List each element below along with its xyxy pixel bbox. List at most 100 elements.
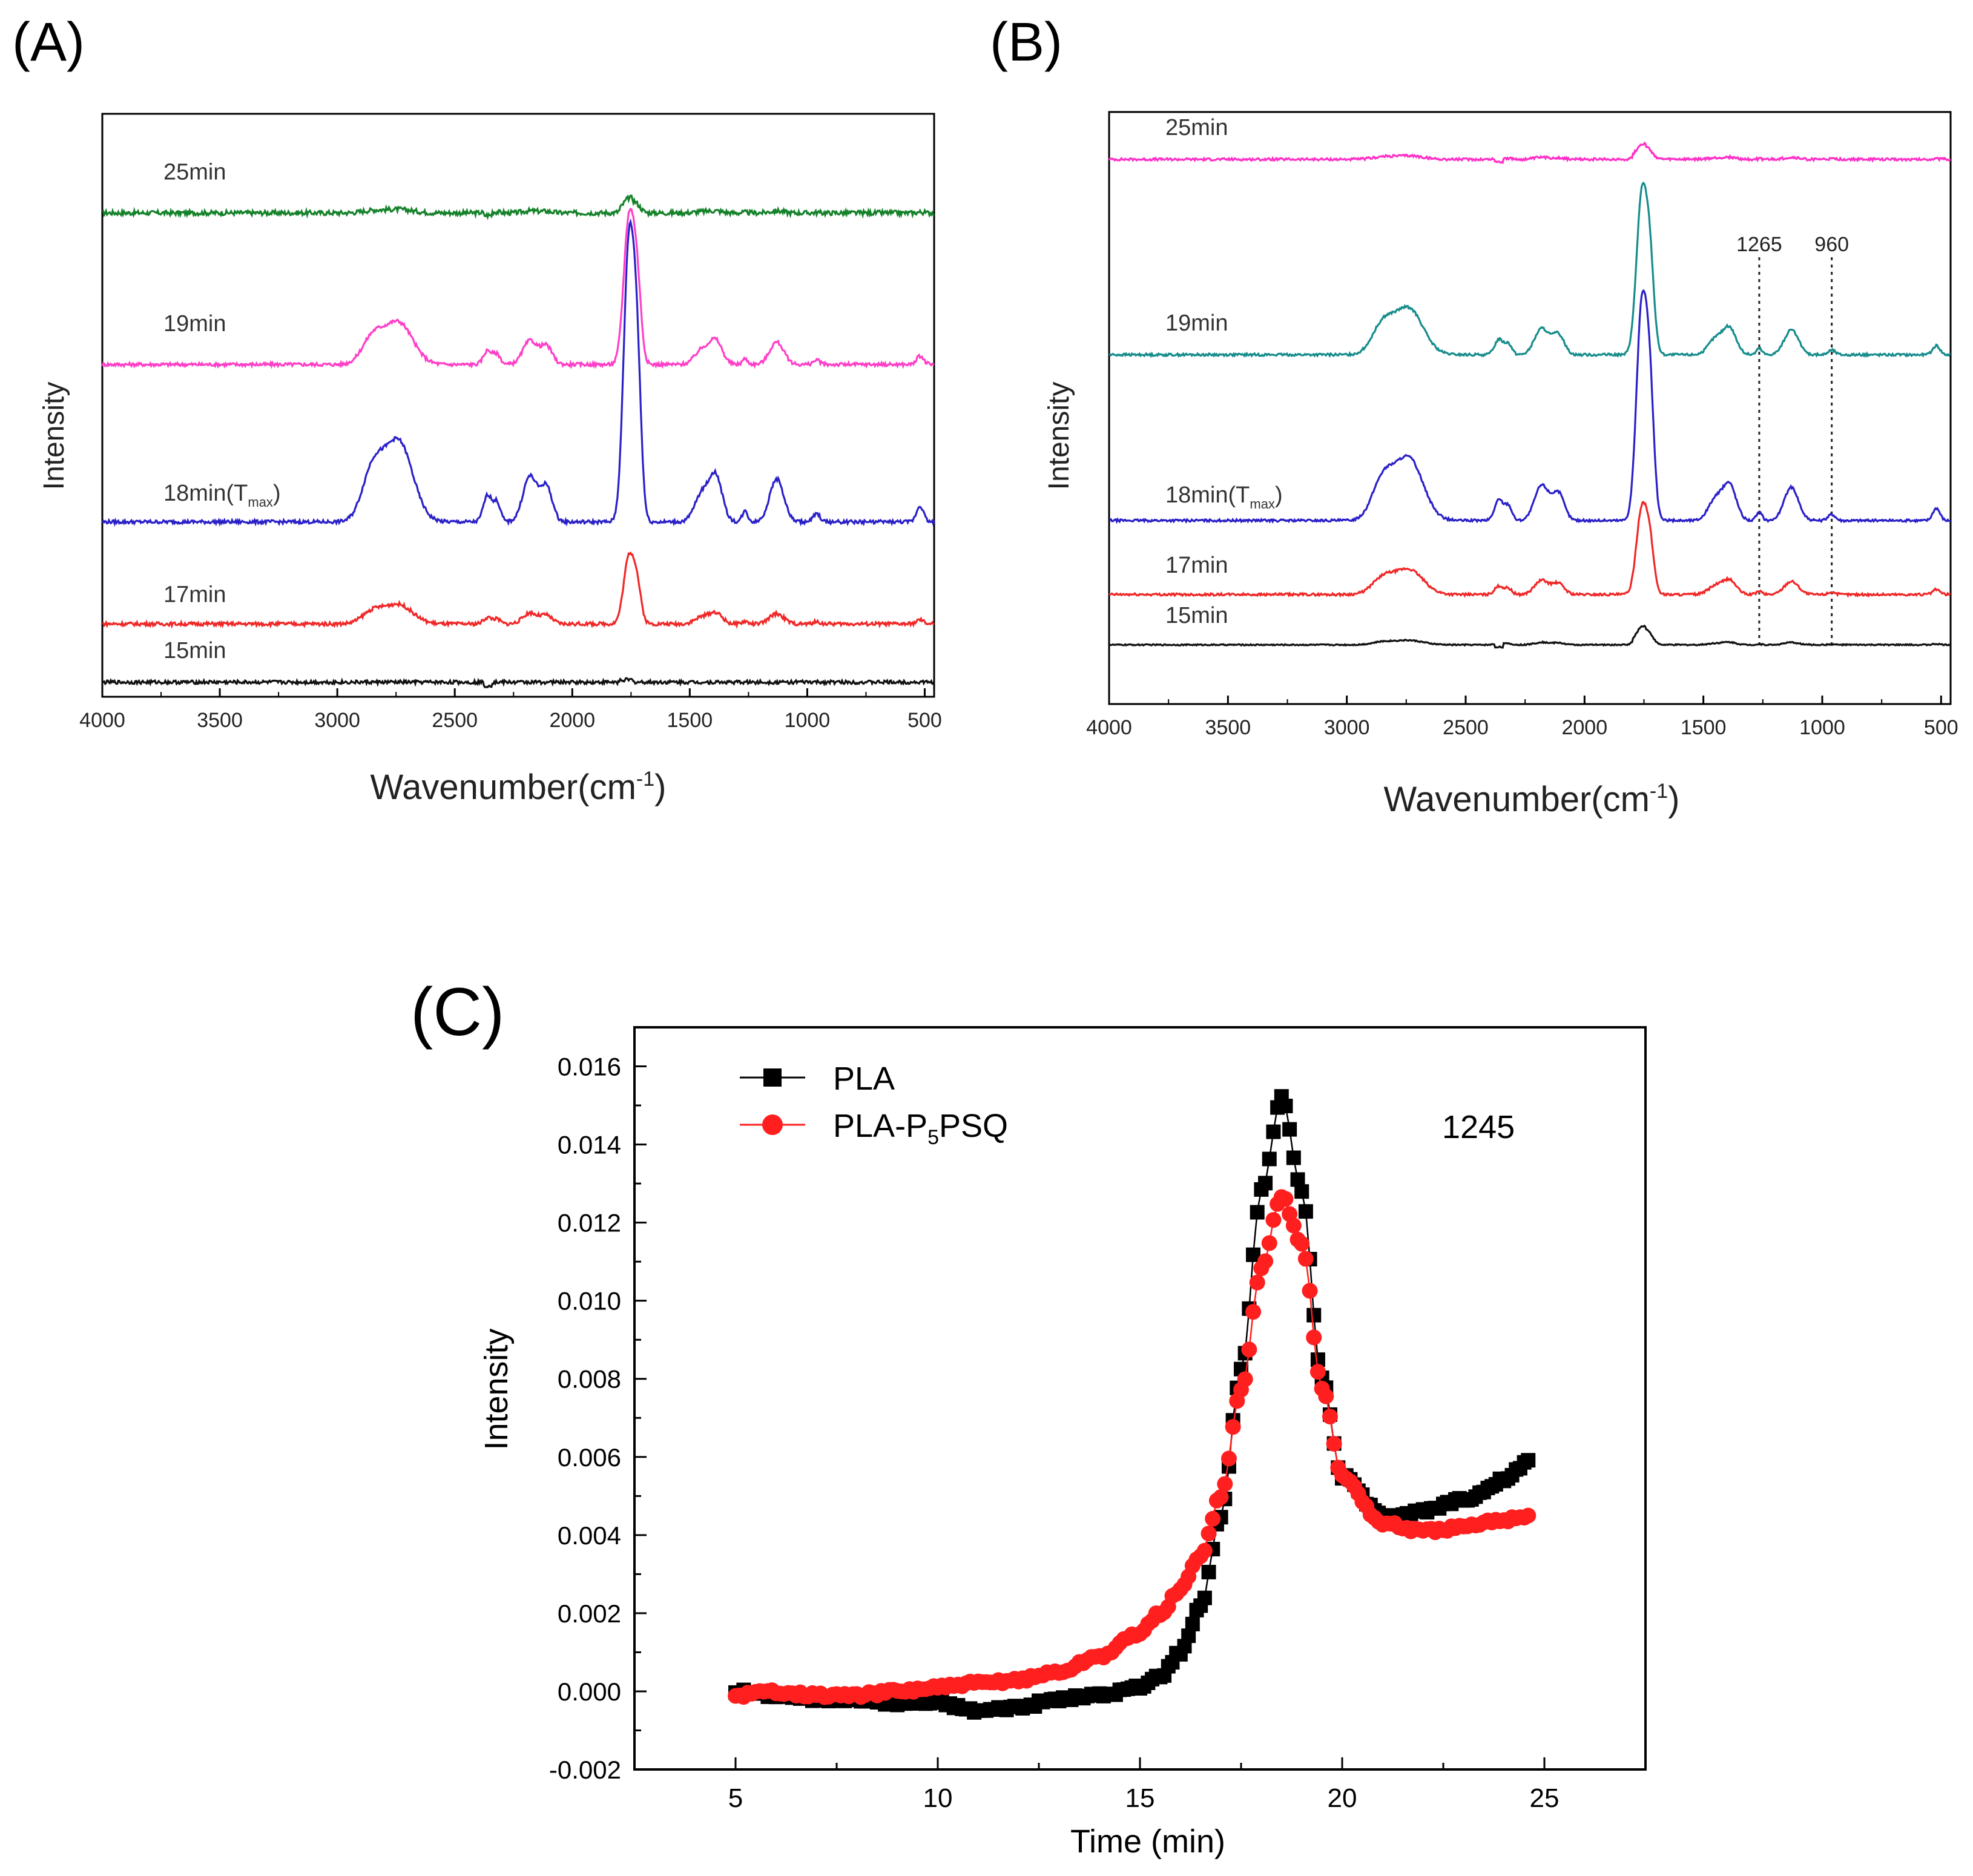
series-line-25min <box>1108 141 1951 165</box>
panel-b-x-axis-title: Wavenumber(cm-1) <box>1384 780 1680 819</box>
y-tick-label: 0.016 <box>558 1053 621 1081</box>
panel-c-axes: 5 10 15 20 25 -0.002 0.000 0.002 0.004 0.006 0.008… <box>549 1053 1560 1813</box>
x-tick-label: 1000 <box>785 709 831 732</box>
panel-b-series <box>1108 141 1951 649</box>
data-point <box>1196 1542 1213 1559</box>
series-pla <box>728 1089 1536 1720</box>
data-point <box>1265 1212 1282 1228</box>
data-point <box>1326 1436 1342 1452</box>
panel-c-legend: PLA PLA-P5PSQ <box>740 1061 1008 1149</box>
x-tick-label: 2500 <box>432 709 478 732</box>
x-tick-label: 25 <box>1530 1783 1560 1813</box>
data-point <box>1302 1283 1318 1299</box>
series-label: 18min(Tmax) <box>163 481 281 510</box>
data-point <box>1201 1564 1216 1579</box>
panel-c: (C) 5 10 15 20 25 -0.002 0.000 0.002 0.004 0.006 0… <box>410 974 1647 1860</box>
data-point <box>1266 1124 1281 1139</box>
panel-c-label: (C) <box>410 974 504 1050</box>
series-label: 25min <box>1165 115 1228 140</box>
x-tick-label: 1000 <box>1799 716 1845 739</box>
series-line-15min <box>1108 624 1951 649</box>
y-tick-label: -0.002 <box>549 1756 621 1784</box>
series-line-25min <box>102 194 935 220</box>
series-label: 17min <box>163 582 226 608</box>
series-label: 19min <box>163 311 226 337</box>
series-line <box>735 1196 1529 1698</box>
panel-a: (A) 4000 3500 3000 2500 2000 1500 1000 500 25mi… <box>12 12 942 807</box>
data-point <box>1261 1235 1277 1251</box>
panel-c-x-axis-title: Time (min) <box>1070 1823 1225 1860</box>
data-point <box>1297 1251 1314 1267</box>
panel-a-label: (A) <box>12 12 85 73</box>
annotation-label: 1265 <box>1736 233 1782 256</box>
data-point <box>1285 1217 1302 1234</box>
panel-b-series-labels: 25min 19min 18min(Tmax) 17min 15min <box>1165 115 1283 628</box>
data-point <box>1205 1510 1221 1527</box>
y-tick-label: 0.012 <box>558 1209 621 1237</box>
x-tick-label: 1500 <box>667 709 713 732</box>
x-tick-label: 10 <box>923 1783 953 1813</box>
x-tick-label: 3500 <box>1205 716 1251 739</box>
data-point <box>1306 1308 1322 1323</box>
panel-a-series-labels: 25min 19min 18min(Tmax) 17min 15min <box>163 160 281 663</box>
data-point <box>1262 1151 1277 1167</box>
x-tick-label: 5 <box>728 1783 743 1813</box>
series-label: 18min(Tmax) <box>1165 482 1283 512</box>
data-point <box>1286 1150 1301 1165</box>
data-point <box>1298 1204 1313 1219</box>
x-tick-label: 500 <box>907 709 942 732</box>
panel-b-label: (B) <box>990 12 1062 73</box>
data-point <box>1282 1122 1297 1137</box>
x-tick-label: 2000 <box>1561 716 1607 739</box>
x-tick-label: 3000 <box>314 709 360 732</box>
y-tick-label: 0.008 <box>558 1365 621 1394</box>
series-label: 19min <box>1165 311 1228 336</box>
panel-a-x-axis-title: Wavenumber(cm-1) <box>371 768 667 807</box>
data-point <box>1250 1205 1265 1220</box>
data-point <box>1220 1450 1237 1467</box>
series-line-17min <box>1108 501 1951 598</box>
series-line-17min <box>102 551 935 630</box>
data-point <box>1249 1274 1265 1291</box>
data-point <box>1185 1616 1200 1631</box>
series-line-15min <box>101 677 935 689</box>
y-tick-label: 0.010 <box>558 1287 621 1315</box>
data-point <box>1294 1184 1309 1199</box>
data-point <box>1309 1364 1326 1380</box>
legend-pla-marker <box>763 1068 782 1087</box>
x-tick-label: 4000 <box>79 709 125 732</box>
y-tick-label: 0.014 <box>558 1131 621 1159</box>
panel-b: (B) 4000 3500 3000 2500 2000 1500 1000 500 1265… <box>990 12 1958 819</box>
data-point <box>1520 1507 1537 1524</box>
data-point <box>1277 1191 1294 1207</box>
panel-c-annotation: 1245 <box>1442 1109 1515 1145</box>
panel-a-y-axis-title: Intensity <box>38 382 70 490</box>
data-point <box>1241 1341 1257 1358</box>
y-tick-label: 0.006 <box>558 1443 621 1472</box>
y-tick-label: 0.000 <box>558 1677 621 1706</box>
x-tick-label: 1500 <box>1681 716 1727 739</box>
panel-a-plot-frame <box>101 113 935 698</box>
series-line-18min-tmax- <box>101 218 935 527</box>
x-tick-label: 2500 <box>1443 716 1489 739</box>
series-label: 15min <box>1165 603 1228 628</box>
data-point <box>1318 1388 1334 1404</box>
data-point <box>1278 1099 1293 1114</box>
data-point <box>1217 1476 1233 1492</box>
panel-b-annotations: 1265 960 <box>1736 233 1849 650</box>
data-point <box>1306 1329 1322 1346</box>
x-tick-label: 20 <box>1328 1783 1357 1813</box>
legend-pla-p5psq-marker <box>762 1114 783 1135</box>
data-point <box>1258 1176 1273 1191</box>
annotation-label: 960 <box>1814 233 1849 256</box>
x-tick-label: 500 <box>1924 716 1958 739</box>
x-tick-label: 4000 <box>1086 716 1132 739</box>
y-tick-label: 0.004 <box>558 1521 621 1550</box>
data-point <box>1294 1236 1310 1252</box>
x-tick-label: 15 <box>1125 1783 1155 1813</box>
panel-a-x-ticks: 4000 3500 3000 2500 2000 1500 1000 500 <box>79 688 942 732</box>
series-label: 25min <box>163 160 226 185</box>
data-point <box>1213 1489 1229 1506</box>
